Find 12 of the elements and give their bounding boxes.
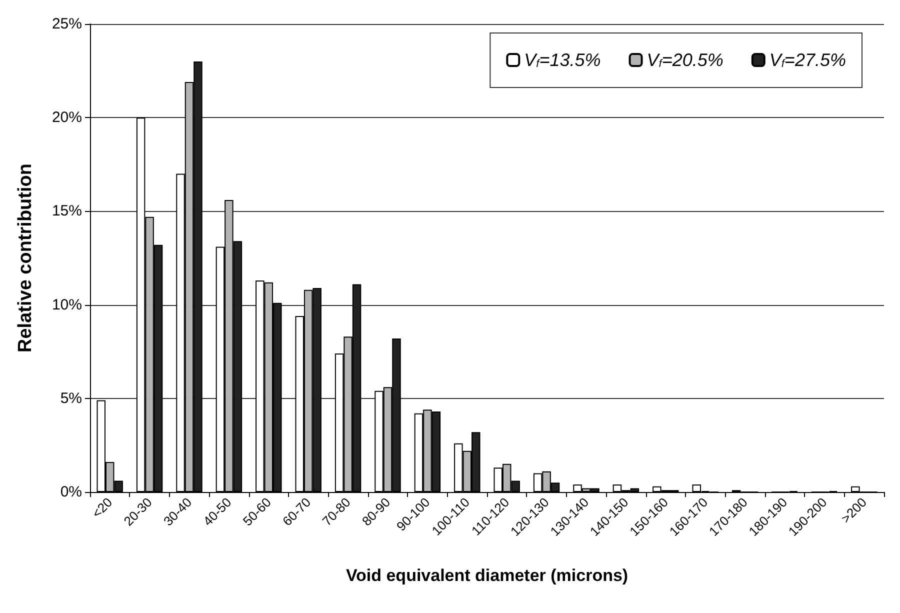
- legend-label: Vf=13.5%: [524, 50, 601, 70]
- x-axis-title: Void equivalent diameter (microns): [346, 566, 628, 585]
- legend-label: Vf=27.5%: [769, 50, 846, 70]
- y-tick-label: 20%: [52, 109, 82, 126]
- y-tick-label: 10%: [52, 296, 82, 314]
- y-tick-label: 25%: [52, 16, 82, 32]
- y-axis-title: Relative contribution: [15, 164, 36, 352]
- legend-label: Vf=20.5%: [646, 50, 724, 70]
- x-tick-label: <20: [88, 494, 116, 521]
- y-tick-label: 5%: [60, 390, 82, 407]
- y-tick-label: 0%: [60, 484, 82, 500]
- y-tick-label: 15%: [52, 202, 82, 220]
